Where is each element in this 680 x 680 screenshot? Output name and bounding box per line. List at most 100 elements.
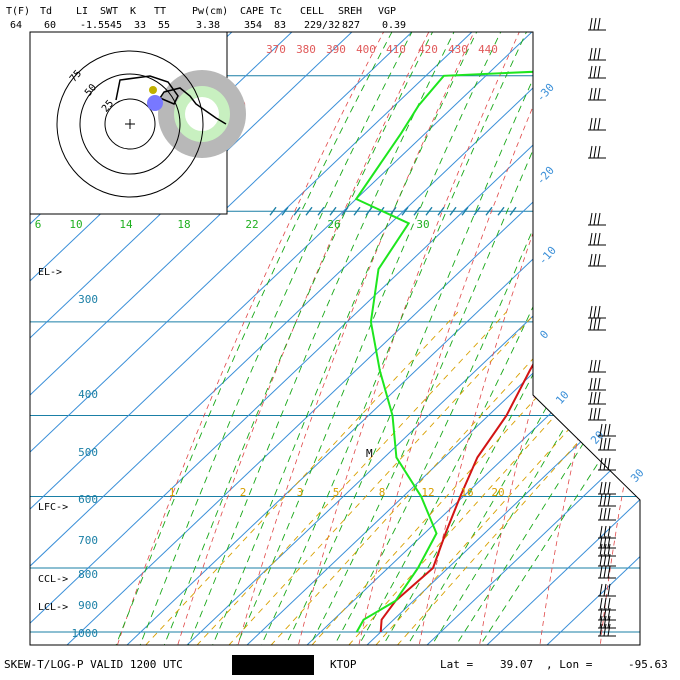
isotherm-label-30: 30 [628, 466, 647, 485]
header-label-8: Tc [270, 6, 283, 17]
header-value-6: 3.38 [196, 20, 221, 31]
isotherm-10 [306, 32, 640, 645]
wind-barb-flag [603, 607, 607, 621]
moist-adiabat-32 [421, 32, 640, 645]
wind-barb-flag [593, 145, 597, 159]
wind-barb-flag [599, 607, 603, 621]
wind-barb-flag [589, 305, 593, 319]
pressure-label-500: 500 [78, 446, 98, 459]
wind-barb-flag [603, 583, 607, 597]
wind-barb-flag [599, 543, 603, 557]
wind-barb-flag [607, 423, 611, 437]
chart-title: SKEW-T/LOG-P VALID 1200 UTC [4, 658, 183, 671]
isotherm-30 [426, 32, 640, 645]
header-label-2: LI [76, 6, 89, 17]
hatch-mark [269, 206, 277, 216]
wind-barb-flag [607, 481, 611, 495]
theta-label-440: 440 [478, 43, 498, 56]
wind-barb-flag [607, 565, 611, 579]
wind-barb-flag [589, 17, 593, 31]
wind-barb-flag [607, 553, 611, 567]
lon-label: , Lon = [546, 658, 593, 671]
temperature-profile [379, 32, 640, 633]
mixing-ratio-16 [360, 311, 640, 645]
theta-e-label-26: 26 [327, 218, 340, 231]
header-label-4: K [130, 6, 137, 17]
dry-adiabat-280 [293, 32, 640, 645]
dry-adiabat-340 [659, 0, 680, 650]
wind-barb-flag [603, 437, 607, 451]
wind-barb-flag [597, 377, 601, 391]
wind-barb-flag [597, 145, 601, 159]
theta-e-label-6: 6 [35, 218, 42, 231]
hatch-mark [509, 206, 517, 216]
max-wind-marker: M [366, 447, 373, 460]
wind-barb-flag [599, 583, 603, 597]
wind-barb-flag [607, 437, 611, 451]
moist-adiabat-0 [229, 32, 640, 645]
pressure-label-600: 600 [78, 493, 98, 506]
wind-barb-flag [589, 391, 593, 405]
hatch-mark [437, 206, 445, 216]
hatch-mark [341, 206, 349, 216]
moist-adiabat-12 [301, 32, 640, 645]
hatch-mark [305, 206, 313, 216]
wind-barb-flag [607, 535, 611, 549]
theta-e-label-10: 10 [69, 218, 82, 231]
wind-barb-flag [607, 583, 611, 597]
wind-barb-flag [589, 232, 593, 246]
wind-barb-flag [599, 553, 603, 567]
isotherm-label-10: 10 [553, 388, 572, 407]
moist-adiabat-36 [445, 32, 640, 645]
wind-barb-flag [599, 565, 603, 579]
isotherm--20 [126, 32, 640, 645]
wind-barb-flag [607, 507, 611, 521]
header-value-11: 0.39 [382, 20, 407, 31]
wind-barb-flag [603, 565, 607, 579]
wind-barb-flag [603, 597, 607, 611]
header-label-10: SREH [338, 6, 363, 17]
dry-adiabat-290 [354, 32, 640, 645]
wind-barb-flag [589, 87, 593, 101]
isotherm--80 [30, 32, 446, 645]
moist-adiabat--16 [133, 32, 626, 645]
wind-barb-flag [599, 615, 603, 629]
wind-barb-flag [603, 615, 607, 629]
isotherm--10 [186, 32, 640, 645]
theta-label-370: 370 [266, 43, 286, 56]
hodograph-ring-50 [79, 73, 181, 175]
wind-barb-flag [603, 623, 607, 637]
header-label-5: TT [154, 6, 167, 17]
pressure-label-300: 300 [78, 293, 98, 306]
wind-barb-flag [589, 65, 593, 79]
hatch-mark [281, 206, 289, 216]
moist-adiabat-4 [253, 32, 640, 645]
wind-barb-flag [607, 597, 611, 611]
wind-barb-flag [593, 232, 597, 246]
wind-barb-flag [597, 232, 601, 246]
moist-adiabat-40 [469, 32, 640, 645]
isotherm--50 [30, 32, 626, 645]
header-label-0: T(F) [6, 6, 31, 17]
wind-barb-flag [593, 65, 597, 79]
wind-barb-flag [597, 65, 601, 79]
mixing-ratio-label-5: 5 [333, 486, 340, 499]
hatch-mark [389, 206, 397, 216]
wind-barb-flag [603, 457, 607, 471]
wind-barb-flag [589, 407, 593, 421]
isotherm-label-0: 0 [537, 328, 551, 342]
wind-barb-flag [607, 457, 611, 471]
wind-barb-flag [603, 543, 607, 557]
wind-barb-flag [599, 493, 603, 507]
wind-barb-flag [599, 507, 603, 521]
mixing-ratio-label-2: 2 [240, 486, 247, 499]
level-marker-ccl: CCL-> [38, 574, 68, 585]
pressure-label-700: 700 [78, 534, 98, 547]
wind-barb-flag [597, 17, 601, 31]
wind-barb-flag [599, 597, 603, 611]
wind-barb-flag [597, 391, 601, 405]
header-value-4: 33 [134, 20, 147, 31]
header-value-0: 64 [10, 20, 23, 31]
hatch-mark [317, 206, 325, 216]
lat-label: Lat = [440, 658, 474, 671]
